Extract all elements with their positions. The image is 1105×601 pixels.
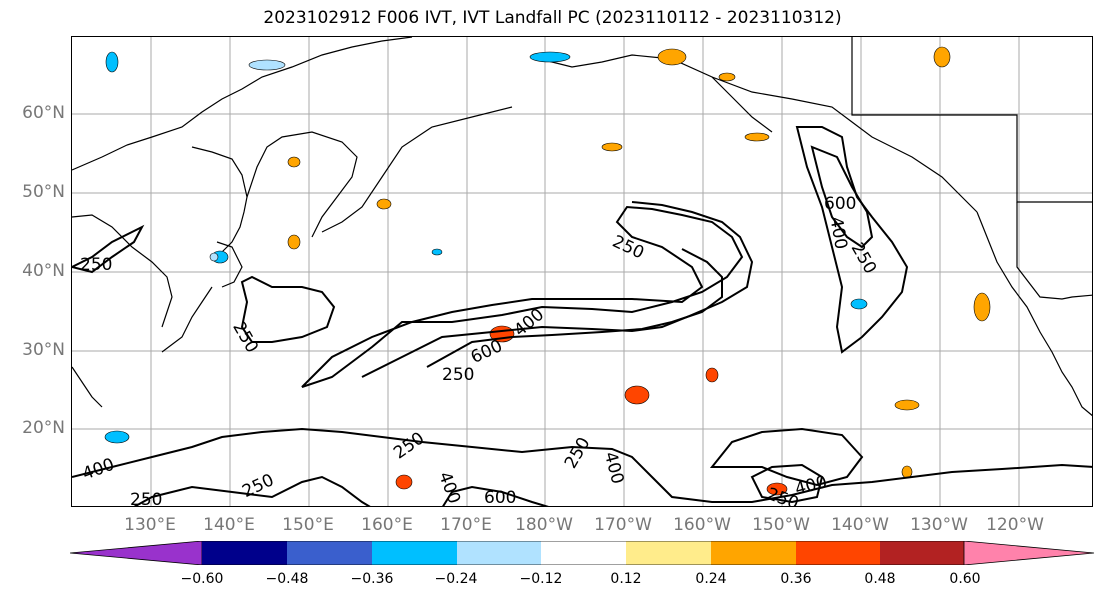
contour-label: 400 xyxy=(434,469,464,506)
colorbar-tick-label: 0.24 xyxy=(695,571,727,587)
map-plot: 250 250 250 250 400 600 250 600 400 250 … xyxy=(72,37,1092,507)
lat-label: 50°N xyxy=(22,182,65,202)
colorbar-segment xyxy=(796,541,880,565)
lon-label: 160°W xyxy=(673,515,731,535)
colorbar-segment xyxy=(287,541,372,565)
contour-label: 250 xyxy=(390,428,428,463)
colorbar-segment xyxy=(880,541,964,565)
lon-label: 130°W xyxy=(910,515,968,535)
lat-label: 40°N xyxy=(22,261,65,281)
colorbar-segment xyxy=(626,541,711,565)
lat-label: 60°N xyxy=(22,103,65,123)
colorbar-segment xyxy=(372,541,457,565)
colorbar-tick-label: −0.48 xyxy=(265,571,309,587)
colorbar-tick-label: −0.36 xyxy=(350,571,394,587)
colorbar-tick-label: −0.24 xyxy=(434,571,478,587)
colorbar-segment xyxy=(541,541,626,565)
contour-label: 250 xyxy=(80,255,112,275)
lon-label: 150°W xyxy=(752,515,810,535)
ivt-contours xyxy=(72,126,1092,506)
colorbar xyxy=(70,541,1095,565)
lon-label: 120°W xyxy=(986,515,1044,535)
contour-label: 400 xyxy=(80,455,117,485)
contour-label: 400 xyxy=(825,215,850,250)
colorbar-segment xyxy=(457,541,541,565)
lon-label: 150°E xyxy=(282,515,334,535)
shaded-patches xyxy=(104,46,991,496)
colorbar-segment xyxy=(70,541,203,565)
lon-label: 170°W xyxy=(594,515,652,535)
colorbar-segment xyxy=(963,541,1095,565)
colorbar-tick-label: 0.36 xyxy=(780,571,812,587)
lon-label: 140°W xyxy=(831,515,889,535)
lat-label: 30°N xyxy=(22,340,65,360)
colorbar-tick-label: 0.48 xyxy=(864,571,896,587)
lon-label: 170°E xyxy=(440,515,492,535)
colorbar-tick-label: −0.60 xyxy=(180,571,224,587)
contour-label: 600 xyxy=(484,488,516,507)
contour-label: 250 xyxy=(609,232,647,264)
chart-title: 2023102912 F006 IVT, IVT Landfall PC (20… xyxy=(263,8,842,28)
colorbar-segment xyxy=(711,541,796,565)
contour-label: 250 xyxy=(130,490,162,507)
map-panel: 250 250 250 250 400 600 250 600 400 250 … xyxy=(71,36,1093,507)
contour-label: 600 xyxy=(824,194,856,214)
lon-label: 130°E xyxy=(124,515,176,535)
lon-label: 140°E xyxy=(203,515,255,535)
contour-label: 250 xyxy=(561,434,595,472)
contour-label: 400 xyxy=(600,450,628,487)
contour-label: 250 xyxy=(442,365,474,385)
colorbar-tick-label: 0.12 xyxy=(610,571,642,587)
lat-label: 20°N xyxy=(22,418,65,438)
lon-label: 180°W xyxy=(515,515,573,535)
colorbar-tick-label: −0.12 xyxy=(519,571,563,587)
colorbar-tick-label: 0.60 xyxy=(949,571,981,587)
lon-label: 160°E xyxy=(361,515,413,535)
colorbar-segment xyxy=(202,541,287,565)
contour-label: 400 xyxy=(793,472,830,500)
